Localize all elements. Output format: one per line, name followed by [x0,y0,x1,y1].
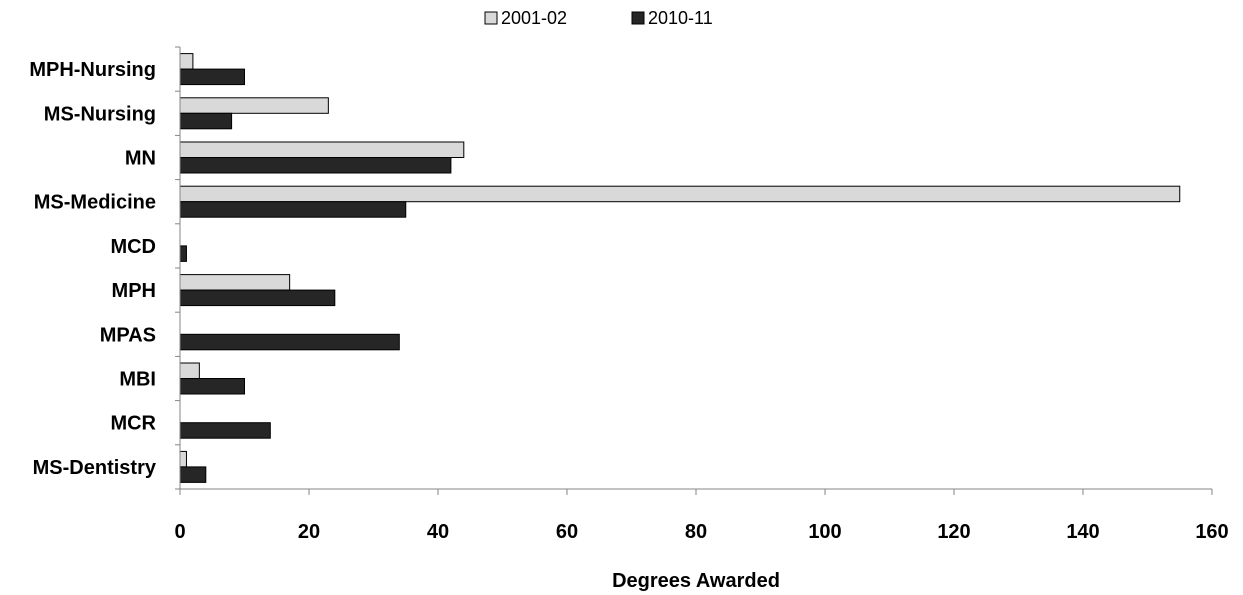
bar-2001-02-MPH [179,274,291,291]
bar-2001-02-MS-Medicine [179,185,1181,203]
bar-2001-02-MS-Dentistry [179,450,187,468]
category-label: MS-Nursing [44,103,156,125]
x-tick-label: 0 [174,521,185,543]
bar-2010-11-MPH [179,289,336,307]
x-tick-label: 60 [556,521,578,543]
bar-2010-11-MN [179,157,452,174]
category-labels: MPH-Nursing MS-Nursing MN MS-Medicine MCD MPH… [29,59,157,479]
bar-2001-02-MS-Nursing [179,97,329,114]
x-tick-label: 160 [1195,521,1228,543]
x-tick-label: 40 [427,521,449,543]
category-label: MS-Dentistry [33,457,157,479]
bar-2001-02-MBI [179,362,200,379]
x-tick-label: 20 [298,521,320,543]
x-tick-label: 100 [808,521,841,543]
bar-2001-02-MPH-Nursing [179,53,194,70]
axes [175,46,1213,495]
bar-2010-11-MBI [179,378,245,395]
x-tick-labels: 0 20 40 60 80 100 120 140 160 [174,521,1228,543]
category-label: MS-Medicine [34,192,156,214]
bar-2010-11-MPH-Nursing [179,68,245,86]
category-label: MBI [119,369,156,391]
category-label: MPH-Nursing [29,59,156,81]
category-label: MCR [110,413,156,435]
bar-2010-11-MCR [179,422,271,439]
bar-2010-11-MS-Nursing [179,112,233,130]
x-axis-title: Degrees Awarded [612,570,780,592]
x-tick-label: 140 [1066,521,1099,543]
category-label: MPH [112,280,156,302]
legend-swatch-2010-11 [631,11,645,25]
bar-2010-11-MPAS [179,333,400,351]
x-tick-label: 80 [685,521,707,543]
bar-2010-11-MS-Dentistry [179,466,207,483]
bar-2010-11-MCD [179,245,187,262]
legend: 2001-02 2010-11 [484,8,713,28]
bar-2010-11-MS-Medicine [179,201,407,218]
x-tick-label: 120 [937,521,970,543]
category-label: MPAS [100,324,156,346]
legend-swatch-2001-02 [484,11,498,25]
bar-plot-area [179,53,1181,483]
legend-label-2010-11: 2010-11 [648,8,713,28]
legend-label-2001-02: 2001-02 [501,8,567,28]
category-label: MN [125,148,156,170]
bar-2001-02-MN [179,141,465,158]
category-label: MCD [110,236,156,258]
